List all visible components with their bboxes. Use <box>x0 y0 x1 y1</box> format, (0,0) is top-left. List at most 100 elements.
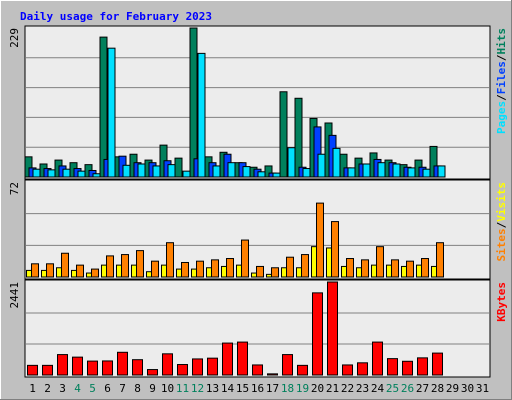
bar-sites-day-16 <box>256 265 264 278</box>
bar-kbytes-day-4 <box>72 356 83 376</box>
day-label-4: 4 <box>74 382 81 395</box>
bar-sites-day-10 <box>166 242 174 278</box>
bar-kbytes-day-14 <box>222 342 233 376</box>
bar-pages-day-22 <box>347 167 356 178</box>
bar-hits-day-19 <box>294 97 303 178</box>
legend-separator: / <box>495 221 508 228</box>
bar-kbytes-day-2 <box>42 364 53 376</box>
bar-pages-day-20 <box>317 153 326 178</box>
bar-pages-day-15 <box>242 166 251 178</box>
panel-middle-plot-area <box>24 179 491 280</box>
bar-sites-day-18 <box>286 256 294 278</box>
bar-sites-day-13 <box>211 259 219 278</box>
bar-kbytes-day-9 <box>147 369 158 376</box>
bar-sites-day-28 <box>436 242 444 278</box>
bar-kbytes-day-28 <box>432 352 443 376</box>
day-label-13: 13 <box>206 382 219 395</box>
panel-bottom: 2441 KBytes <box>8 279 508 378</box>
bar-pages-day-26 <box>407 167 416 178</box>
bar-pages-day-16 <box>257 171 266 178</box>
bar-kbytes-day-15 <box>237 341 248 376</box>
day-label-6: 6 <box>104 382 111 395</box>
bar-sites-day-12 <box>196 260 204 278</box>
bar-kbytes-day-6 <box>102 360 113 376</box>
panel-middle-max-label: 72 <box>8 182 21 195</box>
day-label-31: 31 <box>476 382 489 395</box>
bar-pages-day-12 <box>197 52 206 178</box>
bar-hits-day-11 <box>174 157 183 178</box>
bar-sites-day-15 <box>241 239 249 278</box>
day-label-27: 27 <box>416 382 429 395</box>
legend-kbytes: KBytes <box>495 282 508 322</box>
bar-pages-day-5 <box>92 173 101 178</box>
bar-sites-day-7 <box>121 254 129 278</box>
bar-sites-day-27 <box>421 258 429 278</box>
bar-sites-day-14 <box>226 258 234 278</box>
bar-pages-day-2 <box>47 169 56 178</box>
bar-pages-day-4 <box>77 170 86 178</box>
bar-sites-day-11 <box>181 261 189 278</box>
bar-pages-day-28 <box>437 165 446 178</box>
legend-pages: Pages <box>495 101 508 134</box>
day-label-20: 20 <box>311 382 324 395</box>
panel-bottom-legend: KBytes <box>495 282 508 322</box>
bar-kbytes-day-3 <box>57 354 68 376</box>
bar-sites-day-20 <box>316 202 324 278</box>
day-label-29: 29 <box>446 382 459 395</box>
bar-kbytes-day-20 <box>312 292 323 376</box>
legend-visits: Visits <box>495 182 508 222</box>
bar-kbytes-day-27 <box>417 357 428 376</box>
bar-kbytes-day-21 <box>327 281 338 376</box>
bar-pages-day-18 <box>287 147 296 178</box>
legend-separator: / <box>495 94 508 101</box>
day-label-3: 3 <box>59 382 66 395</box>
bar-hits-day-6 <box>99 36 108 178</box>
bar-pages-day-8 <box>137 163 146 178</box>
day-label-25: 25 <box>386 382 399 395</box>
panel-middle: 72 Sites/Visits <box>8 179 508 280</box>
day-label-1: 1 <box>29 382 36 395</box>
bar-kbytes-day-8 <box>132 359 143 376</box>
day-label-9: 9 <box>149 382 156 395</box>
bar-pages-day-11 <box>182 170 191 178</box>
bar-sites-day-6 <box>106 255 114 278</box>
bar-kbytes-day-5 <box>87 360 98 376</box>
bar-sites-day-25 <box>391 259 399 278</box>
bar-kbytes-day-16 <box>252 364 263 376</box>
bar-pages-day-7 <box>122 164 131 178</box>
legend-files: Files <box>495 61 508 94</box>
day-label-18: 18 <box>281 382 294 395</box>
day-label-26: 26 <box>401 382 414 395</box>
bar-hits-day-12 <box>189 27 198 178</box>
legend-sites: Sites <box>495 228 508 261</box>
bar-kbytes-day-18 <box>282 354 293 376</box>
bar-pages-day-9 <box>152 165 161 178</box>
bar-kbytes-day-22 <box>342 364 353 376</box>
bar-kbytes-day-7 <box>117 351 128 376</box>
legend-separator: / <box>495 54 508 61</box>
day-label-16: 16 <box>251 382 264 395</box>
bar-kbytes-day-19 <box>297 364 308 376</box>
day-label-15: 15 <box>236 382 249 395</box>
bar-kbytes-day-1 <box>27 364 38 376</box>
bar-kbytes-day-26 <box>402 360 413 376</box>
panel-top-plot-area <box>24 25 491 180</box>
bar-sites-day-5 <box>91 268 99 278</box>
bar-kbytes-day-17 <box>267 373 278 376</box>
bar-pages-day-23 <box>362 163 371 178</box>
bar-pages-day-27 <box>422 168 431 178</box>
day-label-7: 7 <box>119 382 126 395</box>
day-label-14: 14 <box>221 382 235 395</box>
bar-kbytes-day-10 <box>162 353 173 376</box>
legend-hits: Hits <box>495 28 508 55</box>
bar-pages-day-14 <box>227 162 236 178</box>
bar-pages-day-24 <box>377 162 386 178</box>
bar-sites-day-19 <box>301 254 309 278</box>
bar-kbytes-day-13 <box>207 357 218 376</box>
bar-hits-day-18 <box>279 91 288 178</box>
bar-pages-day-1 <box>32 168 41 178</box>
chart-title: Daily usage for February 2023 <box>20 10 212 23</box>
bar-sites-day-3 <box>61 252 69 278</box>
